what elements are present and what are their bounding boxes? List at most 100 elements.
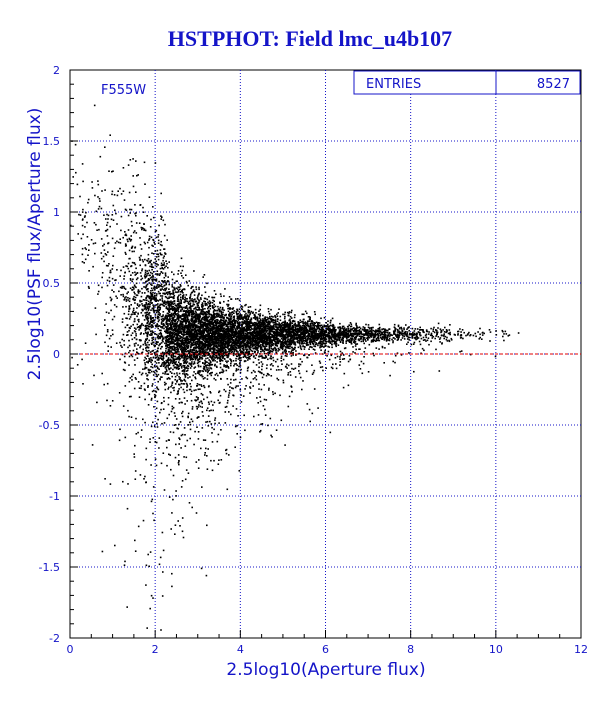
data-point	[186, 386, 188, 388]
data-point	[229, 317, 232, 319]
data-point	[128, 305, 130, 307]
data-point	[213, 459, 215, 462]
data-point	[201, 350, 203, 352]
data-point	[129, 208, 131, 211]
data-point	[229, 348, 231, 350]
data-point	[148, 295, 151, 298]
data-point	[385, 331, 387, 333]
data-point	[205, 331, 208, 333]
data-point	[370, 332, 372, 335]
data-point	[219, 356, 221, 359]
data-point	[162, 259, 164, 262]
data-point	[180, 355, 182, 357]
data-point	[147, 272, 150, 274]
data-point	[212, 322, 215, 324]
data-point	[261, 363, 264, 365]
data-point	[223, 344, 226, 347]
data-point	[146, 378, 148, 380]
data-point	[141, 268, 144, 270]
data-point	[295, 333, 298, 336]
data-point	[272, 349, 275, 351]
data-point	[306, 322, 309, 324]
data-point	[170, 385, 172, 388]
data-point	[378, 348, 380, 350]
data-point	[140, 275, 142, 277]
data-point	[266, 316, 268, 319]
data-point	[189, 327, 192, 330]
data-point	[200, 309, 203, 311]
data-point	[203, 324, 205, 326]
data-point	[157, 334, 159, 337]
data-point	[184, 324, 187, 327]
data-point	[210, 320, 212, 323]
data-point	[158, 447, 160, 449]
data-point	[231, 345, 234, 347]
data-point	[195, 288, 198, 291]
data-point	[157, 373, 160, 376]
data-point	[172, 406, 175, 409]
data-point	[194, 373, 197, 375]
data-point	[134, 271, 136, 274]
data-point	[142, 368, 144, 370]
data-point	[286, 311, 289, 314]
data-point	[378, 327, 381, 329]
data-point	[142, 519, 145, 522]
data-point	[272, 343, 275, 345]
data-point	[171, 338, 174, 340]
data-point	[121, 338, 123, 341]
data-point	[174, 304, 177, 306]
data-point	[354, 345, 357, 347]
data-point	[459, 334, 462, 337]
data-point	[124, 297, 126, 299]
data-point	[439, 328, 442, 330]
chart-title: HSTPHOT: Field lmc_u4b107	[168, 26, 452, 51]
data-point	[192, 285, 194, 288]
data-point	[322, 332, 324, 334]
data-point	[149, 277, 152, 279]
data-point	[176, 306, 179, 308]
data-point	[239, 328, 241, 331]
data-point	[208, 315, 210, 318]
data-point	[289, 318, 291, 321]
data-point	[135, 282, 138, 285]
data-point	[227, 305, 229, 307]
data-point	[96, 401, 98, 404]
data-point	[131, 261, 134, 264]
data-point	[233, 349, 236, 351]
data-point	[403, 328, 405, 331]
data-point	[154, 250, 157, 252]
data-point	[229, 322, 232, 324]
data-point	[121, 318, 124, 320]
data-point	[205, 313, 207, 315]
data-point	[246, 350, 248, 352]
data-point	[261, 356, 264, 359]
data-point	[143, 286, 145, 288]
data-point	[276, 344, 278, 347]
data-point	[189, 328, 191, 331]
data-point	[217, 329, 220, 332]
data-point	[206, 371, 209, 374]
data-point	[230, 344, 233, 346]
data-point	[179, 265, 182, 268]
data-point	[135, 378, 137, 380]
data-point	[203, 318, 205, 321]
data-point	[177, 331, 179, 333]
data-point	[335, 344, 337, 346]
data-point	[147, 290, 150, 293]
data-point	[252, 323, 254, 326]
data-point	[290, 363, 293, 365]
data-point	[257, 351, 259, 354]
data-point	[183, 298, 186, 301]
data-point	[124, 560, 126, 563]
data-point	[368, 330, 371, 332]
data-point	[228, 394, 230, 396]
data-point	[144, 362, 146, 364]
data-point	[186, 318, 189, 321]
data-point	[324, 344, 327, 347]
data-point	[197, 350, 199, 353]
data-point	[151, 350, 154, 352]
data-point	[247, 353, 250, 355]
data-point	[137, 525, 140, 528]
data-point	[218, 328, 221, 331]
data-point	[186, 383, 188, 386]
